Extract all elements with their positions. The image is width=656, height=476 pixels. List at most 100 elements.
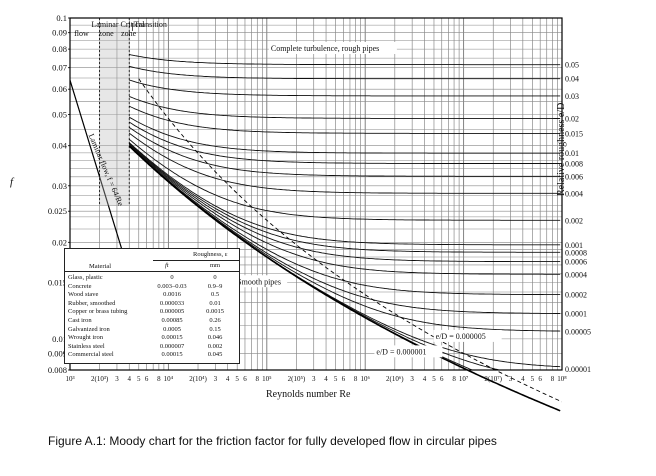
roughness-value-label: 0.00005	[565, 328, 591, 337]
x-tick-label: 5	[235, 375, 239, 383]
roughness-value-label: 0.0006	[565, 258, 587, 267]
right-axis-label: Relative roughness e/D	[556, 102, 567, 196]
x-tick-label: 10⁶	[360, 375, 370, 383]
y-tick-label: 0.09	[52, 28, 67, 38]
x-tick-label: 5	[137, 375, 141, 383]
ft-cell: 0.00015	[161, 334, 183, 342]
x-axis-label: Reynolds number Re	[266, 389, 351, 400]
x-tick-label: 10⁸	[557, 375, 567, 383]
y-tick-label: 0.009	[48, 349, 67, 359]
x-tick-label: 8	[551, 375, 555, 383]
x-tick-label: 3	[115, 375, 119, 383]
table-row: Copper or brass tubing 0.000005 0.0015	[65, 308, 239, 316]
roughness-curve	[128, 138, 561, 221]
ed-000001-label: e/D = 0.000001	[376, 347, 426, 356]
table-row: Galvanized iron 0.0005 0.15	[65, 326, 239, 334]
roughness-value-label: 0.02	[565, 114, 579, 123]
material-cell: Wood stave	[68, 291, 99, 299]
mm-cell: 0.5	[210, 291, 220, 299]
material-header: Material	[89, 263, 112, 270]
x-tick-label: 8	[157, 375, 161, 383]
ft-cell: 0.003–0.03	[157, 282, 187, 290]
y-tick-label: 0.04	[52, 141, 68, 151]
y-tick-label: 0.03	[52, 181, 67, 191]
x-tick-label: 4	[521, 375, 525, 383]
y-tick-label: 0.025	[48, 206, 67, 216]
roughness-value-label: 0.05	[565, 61, 579, 70]
roughness-value-label: 0.008	[565, 160, 583, 169]
material-cell: Galvanized iron	[68, 325, 110, 333]
roughness-value-label: 0.00001	[565, 365, 591, 374]
y-tick-label: 0.015	[48, 277, 67, 287]
ft-cell: 0	[170, 274, 174, 281]
material-cell: Cast iron	[68, 317, 92, 324]
x-tick-label: 8	[354, 375, 358, 383]
mm-cell: 0.01	[209, 299, 221, 307]
transition-zone-label: zone	[121, 29, 137, 38]
roughness-header: Roughness, ε	[193, 251, 228, 258]
roughness-value-label: 0.015	[565, 129, 583, 138]
x-tick-label: 3	[509, 375, 513, 383]
roughness-curve	[129, 65, 561, 80]
x-tick-label: 5	[531, 375, 535, 383]
x-tick-label: 2(10⁷)	[484, 375, 502, 383]
x-tick-label: 4	[423, 375, 427, 383]
x-tick-label: 6	[538, 375, 542, 383]
x-tick-label: 3	[312, 375, 316, 383]
mm-header: mm	[210, 262, 221, 269]
material-cell: Copper or brass tubing	[68, 308, 128, 316]
tick-labels: 0.05 0.04 0.03 0.02 0.015 0.01 0.008 0.006 0.004…	[48, 13, 591, 383]
y-tick-label: 0.06	[52, 84, 67, 94]
x-tick-label: 6	[243, 375, 247, 383]
table-row: Stainless steel 0.000007 0.002	[65, 343, 239, 351]
material-cell: Concrete	[68, 282, 92, 290]
roughness-curve	[129, 79, 561, 97]
roughness-value-label: 0.0002	[565, 291, 587, 300]
complete-turbulence-label-bg	[268, 42, 397, 54]
roughness-curve	[129, 95, 561, 119]
y-tick-label: 0.08	[52, 44, 67, 54]
ft-cell: 0.00085	[161, 317, 183, 324]
critical-zone-band	[99, 25, 130, 206]
x-tick-label: 10³	[65, 375, 74, 383]
roughness-value-label: 0.0001	[565, 310, 587, 319]
roughness-curve	[128, 127, 561, 177]
roughness-curve	[128, 145, 561, 314]
mm-cell: 0.002	[207, 342, 223, 350]
material-cell: Glass, plastic	[68, 274, 103, 281]
ft-header: ft	[165, 262, 169, 269]
y-axis-label: f	[10, 176, 14, 188]
ft-cell: 0.000007	[159, 342, 185, 350]
x-tick-label: 4	[226, 375, 230, 383]
mm-cell: 0.15	[209, 325, 221, 333]
roughness-value-label: 0.0008	[565, 248, 587, 257]
smooth-pipes-label-bg	[235, 275, 288, 288]
roughness-curve	[128, 144, 561, 275]
mm-cell: 0	[213, 274, 217, 281]
ed-000005-label: e/D = 0.000005	[436, 332, 486, 341]
mm-cell: 0.046	[207, 334, 223, 342]
roughness-curve	[128, 105, 561, 134]
roughness-table-header: Roughness, ε Material ft mm	[65, 249, 239, 272]
ft-cell: 0.00015	[161, 351, 183, 359]
x-tick-label: 3	[410, 375, 414, 383]
roughness-value-label: 0.006	[565, 172, 583, 181]
roughness-value-label: 0.002	[565, 216, 583, 225]
table-row: Commercial steel 0.00015 0.045	[65, 351, 239, 359]
roughness-value-label: 0.04	[565, 75, 579, 84]
roughness-curve	[128, 143, 561, 263]
transition-label: Transition	[134, 20, 167, 29]
roughness-value-label: 0.004	[565, 189, 583, 198]
x-tick-label: 3	[214, 375, 218, 383]
y-tick-label: 0.07	[52, 63, 67, 73]
mm-cell: 0.0015	[206, 308, 224, 316]
roughness-curve	[128, 142, 561, 253]
x-tick-label: 5	[432, 375, 436, 383]
table-row: Glass, plastic 0 0	[65, 274, 239, 282]
x-tick-label: 4	[324, 375, 328, 383]
y-tick-label: 0.02	[52, 237, 67, 247]
y-tick-label: 0.1	[56, 13, 67, 23]
mm-cell: 0.9–9	[207, 282, 223, 290]
